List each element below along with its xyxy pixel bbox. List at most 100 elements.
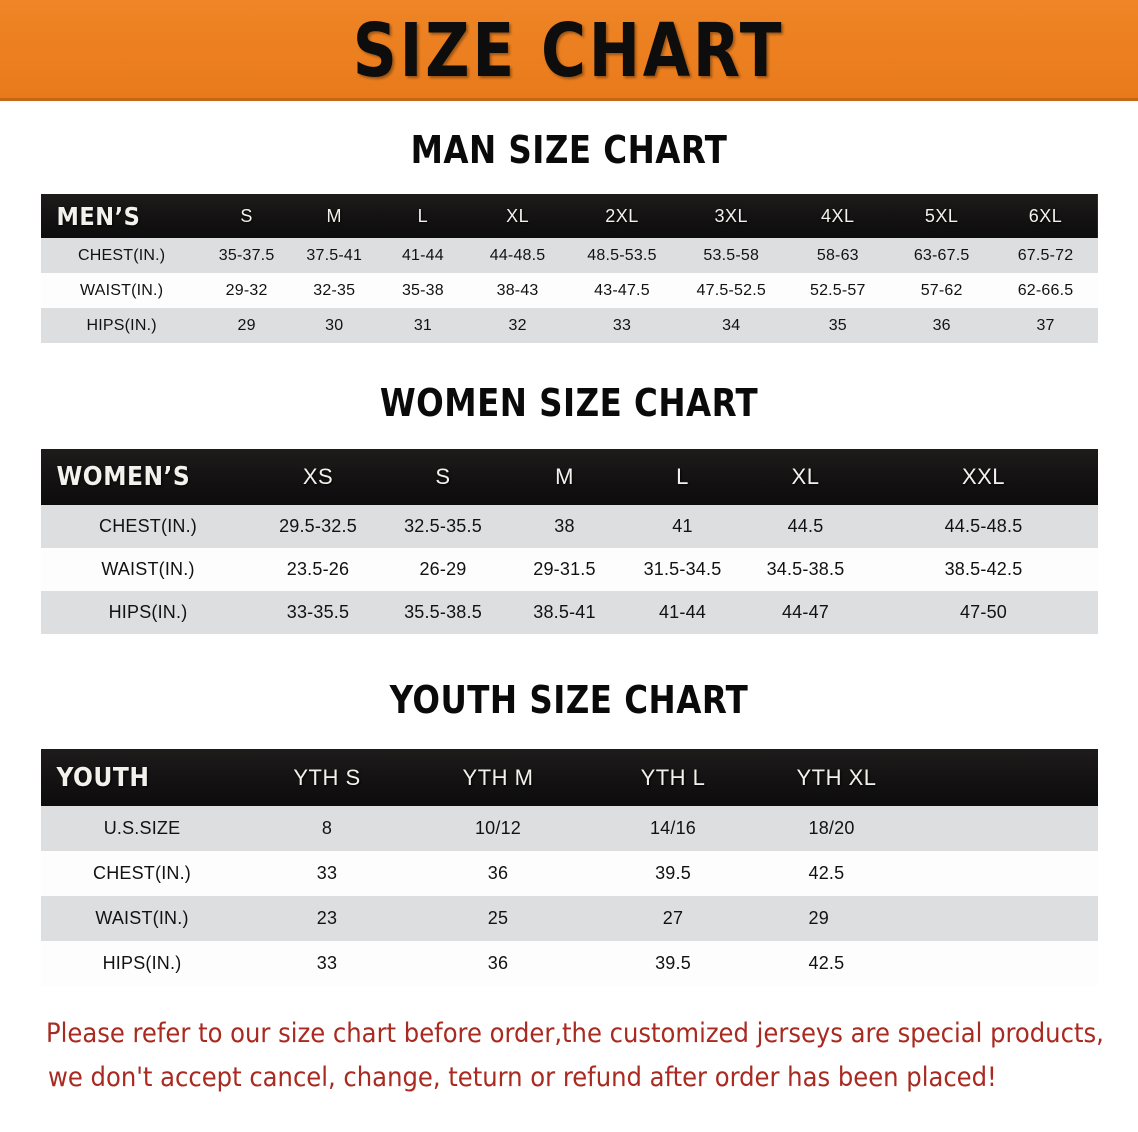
- women-col-header: XXL: [961, 464, 1006, 489]
- man-col-header: 2XL: [605, 205, 639, 226]
- women-table-body: CHEST(IN.) 29.5-32.5 32.5-35.5 38 41 44.…: [40, 505, 1098, 634]
- row-label: CHEST(IN.): [99, 516, 197, 536]
- table-cell: 38-43: [496, 281, 539, 299]
- table-cell: 41: [672, 516, 693, 536]
- table-row: WAIST(IN.) 23 25 27 29: [40, 896, 1098, 941]
- table-cell: 34.5-38.5: [766, 559, 845, 579]
- table-cell: 47-50: [959, 602, 1008, 622]
- row-label: WAIST(IN.): [101, 559, 195, 579]
- table-cell: 35-37.5: [218, 246, 275, 264]
- table-cell: 33: [316, 953, 338, 973]
- table-cell: 44.5: [787, 516, 824, 536]
- table-cell: 39.5: [655, 863, 691, 883]
- table-cell: 48.5-53.5: [587, 246, 657, 264]
- man-col-header: M: [326, 205, 342, 226]
- man-corner-label: MEN’S: [56, 201, 141, 231]
- table-cell: 27: [662, 908, 684, 928]
- youth-col-header: YTH L: [640, 764, 706, 790]
- man-col-header: 5XL: [924, 205, 959, 226]
- youth-corner-label: YOUTH: [56, 762, 150, 793]
- row-label: HIPS(IN.): [108, 602, 188, 622]
- table-header-row: YOUTH YTH S YTH M YTH L YTH XL: [40, 749, 1098, 806]
- table-cell: 67.5-72: [1017, 246, 1074, 264]
- table-cell: 23: [316, 908, 338, 928]
- table-cell: 37.5-41: [306, 246, 363, 264]
- youth-col-header: YTH XL: [796, 764, 877, 790]
- page-content: MAN SIZE CHART MEN’S S M L XL 2XL 3XL 4X…: [0, 131, 1138, 1100]
- table-cell: 62-66.5: [1017, 281, 1074, 299]
- table-cell: 38.5-41: [533, 602, 596, 622]
- youth-section-title: YOUTH SIZE CHART: [389, 678, 749, 722]
- table-cell: 63-67.5: [913, 246, 970, 264]
- row-label: CHEST(IN.): [93, 863, 191, 883]
- row-label: HIPS(IN.): [102, 953, 182, 973]
- man-section-title: MAN SIZE CHART: [410, 128, 728, 172]
- disclaimer-line-1: Please refer to our size chart before or…: [46, 1018, 1104, 1049]
- women-col-header: XS: [302, 464, 334, 489]
- table-cell: 14/16: [649, 818, 697, 838]
- man-table-header: MEN’S S M L XL 2XL 3XL 4XL 5XL 6XL: [40, 194, 1098, 238]
- table-cell: 58-63: [816, 246, 859, 264]
- row-label: CHEST(IN.): [77, 246, 166, 264]
- man-size-table: MEN’S S M L XL 2XL 3XL 4XL 5XL 6XL CHEST…: [40, 194, 1098, 343]
- table-header-row: MEN’S S M L XL 2XL 3XL 4XL 5XL 6XL: [40, 194, 1098, 238]
- table-row: WAIST(IN.) 23.5-26 26-29 29-31.5 31.5-34…: [40, 548, 1098, 591]
- table-cell: 32: [508, 316, 527, 334]
- table-row: HIPS(IN.) 33-35.5 35.5-38.5 38.5-41 41-4…: [40, 591, 1098, 634]
- table-row: WAIST(IN.) 29-32 32-35 35-38 38-43 43-47…: [40, 273, 1098, 308]
- row-label: WAIST(IN.): [95, 908, 189, 928]
- table-cell: 38.5-42.5: [944, 559, 1023, 579]
- women-col-header: L: [676, 464, 689, 489]
- table-cell: 53.5-58: [703, 246, 760, 264]
- table-row: CHEST(IN.) 35-37.5 37.5-41 41-44 44-48.5…: [40, 238, 1098, 273]
- table-cell: 39.5: [655, 953, 691, 973]
- table-cell: 36: [487, 863, 509, 883]
- table-cell: 47.5-52.5: [696, 281, 766, 299]
- table-cell: 42.5: [808, 863, 845, 883]
- man-col-header: 4XL: [821, 205, 855, 226]
- table-cell: 29: [808, 908, 829, 928]
- table-cell: 30: [325, 316, 344, 334]
- man-col-header: XL: [506, 205, 530, 226]
- women-section-title: WOMEN SIZE CHART: [379, 381, 759, 425]
- table-row: CHEST(IN.) 33 36 39.5 42.5: [40, 851, 1098, 896]
- table-cell: 33-35.5: [286, 602, 350, 622]
- women-size-table: WOMEN’S XS S M L XL XXL CHEST(IN.) 29.5-…: [40, 449, 1098, 634]
- table-row: CHEST(IN.) 29.5-32.5 32.5-35.5 38 41 44.…: [40, 505, 1098, 548]
- table-cell: 35.5-38.5: [404, 602, 482, 622]
- youth-table-header: YOUTH YTH S YTH M YTH L YTH XL: [40, 749, 1098, 806]
- women-corner-label: WOMEN’S: [56, 462, 191, 492]
- table-cell: 33: [316, 863, 338, 883]
- table-cell: 23.5-26: [286, 559, 350, 579]
- table-cell: 44-47: [781, 602, 830, 622]
- table-cell: 26-29: [419, 559, 467, 579]
- disclaimer-text: Please refer to our size chart before or…: [40, 1012, 1104, 1100]
- women-col-header: S: [435, 464, 451, 489]
- table-cell: 8: [321, 818, 333, 838]
- man-table-wrap: MEN’S S M L XL 2XL 3XL 4XL 5XL 6XL CHEST…: [40, 194, 1098, 343]
- table-cell: 52.5-57: [809, 281, 866, 299]
- table-cell: 29.5-32.5: [279, 516, 357, 536]
- table-row: U.S.SIZE 8 10/12 14/16 18/20: [40, 806, 1098, 851]
- table-header-row: WOMEN’S XS S M L XL XXL: [40, 449, 1098, 505]
- row-label: U.S.SIZE: [103, 818, 181, 838]
- table-cell: 18/20: [808, 818, 855, 838]
- man-table-body: CHEST(IN.) 35-37.5 37.5-41 41-44 44-48.5…: [40, 238, 1098, 343]
- disclaimer-line-2: we don't accept cancel, change, teturn o…: [48, 1062, 997, 1093]
- table-cell: 29-32: [225, 281, 268, 299]
- youth-table-body: U.S.SIZE 8 10/12 14/16 18/20 CHEST(IN.) …: [40, 806, 1098, 986]
- table-cell: 33: [612, 316, 632, 334]
- man-col-header: 6XL: [1028, 205, 1063, 226]
- table-cell: 32.5-35.5: [404, 516, 482, 536]
- table-cell: 29-31.5: [533, 559, 596, 579]
- man-col-header: L: [417, 205, 429, 226]
- youth-col-header: YTH M: [462, 764, 534, 790]
- table-cell: 34: [722, 316, 741, 334]
- youth-col-header: YTH S: [293, 764, 361, 790]
- table-cell: 32-35: [313, 281, 356, 299]
- table-cell: 36: [932, 316, 951, 334]
- page-banner: SIZE CHART: [0, 0, 1138, 101]
- table-cell: 31.5-34.5: [643, 559, 722, 579]
- table-cell: 35-38: [401, 281, 444, 299]
- women-table-wrap: WOMEN’S XS S M L XL XXL CHEST(IN.) 29.5-…: [40, 449, 1098, 634]
